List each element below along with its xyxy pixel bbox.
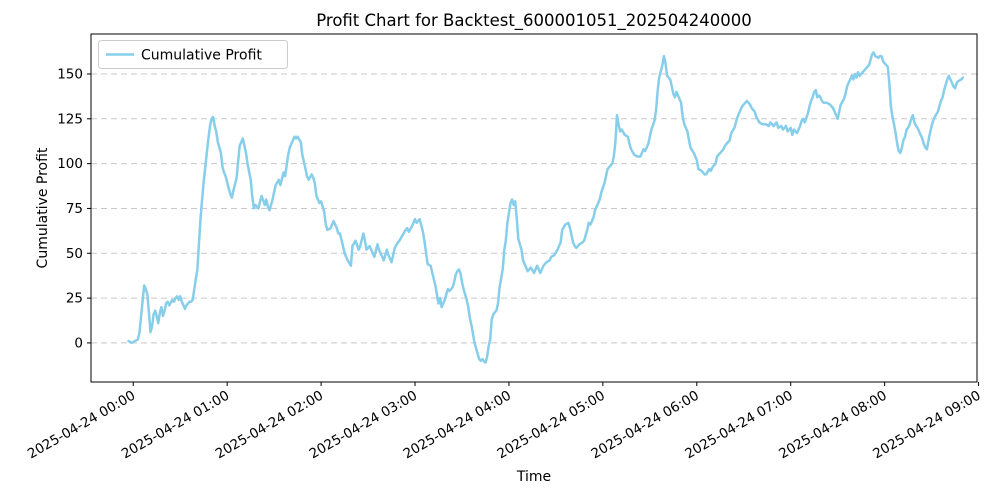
legend: Cumulative Profit [98,40,288,69]
x-axis-label: Time [516,469,551,485]
y-tick-label: 0 [74,335,83,351]
gridline-layer [91,73,977,344]
chart-title: Profit Chart for Backtest_600001051_2025… [316,11,752,31]
y-tick-label: 75 [66,201,83,217]
cumulative-profit-line [127,51,965,364]
legend-box [98,40,288,69]
legend-label: Cumulative Profit [141,48,262,64]
y-tick-label: 25 [66,291,83,307]
y-axis-label: Cumulative Profit [35,147,51,268]
y-tick-label: 125 [57,111,83,127]
y-tick-label: 100 [57,156,83,172]
series-layer [127,51,965,364]
y-tick-label: 50 [66,246,83,262]
y-tick-label: 150 [57,66,83,82]
